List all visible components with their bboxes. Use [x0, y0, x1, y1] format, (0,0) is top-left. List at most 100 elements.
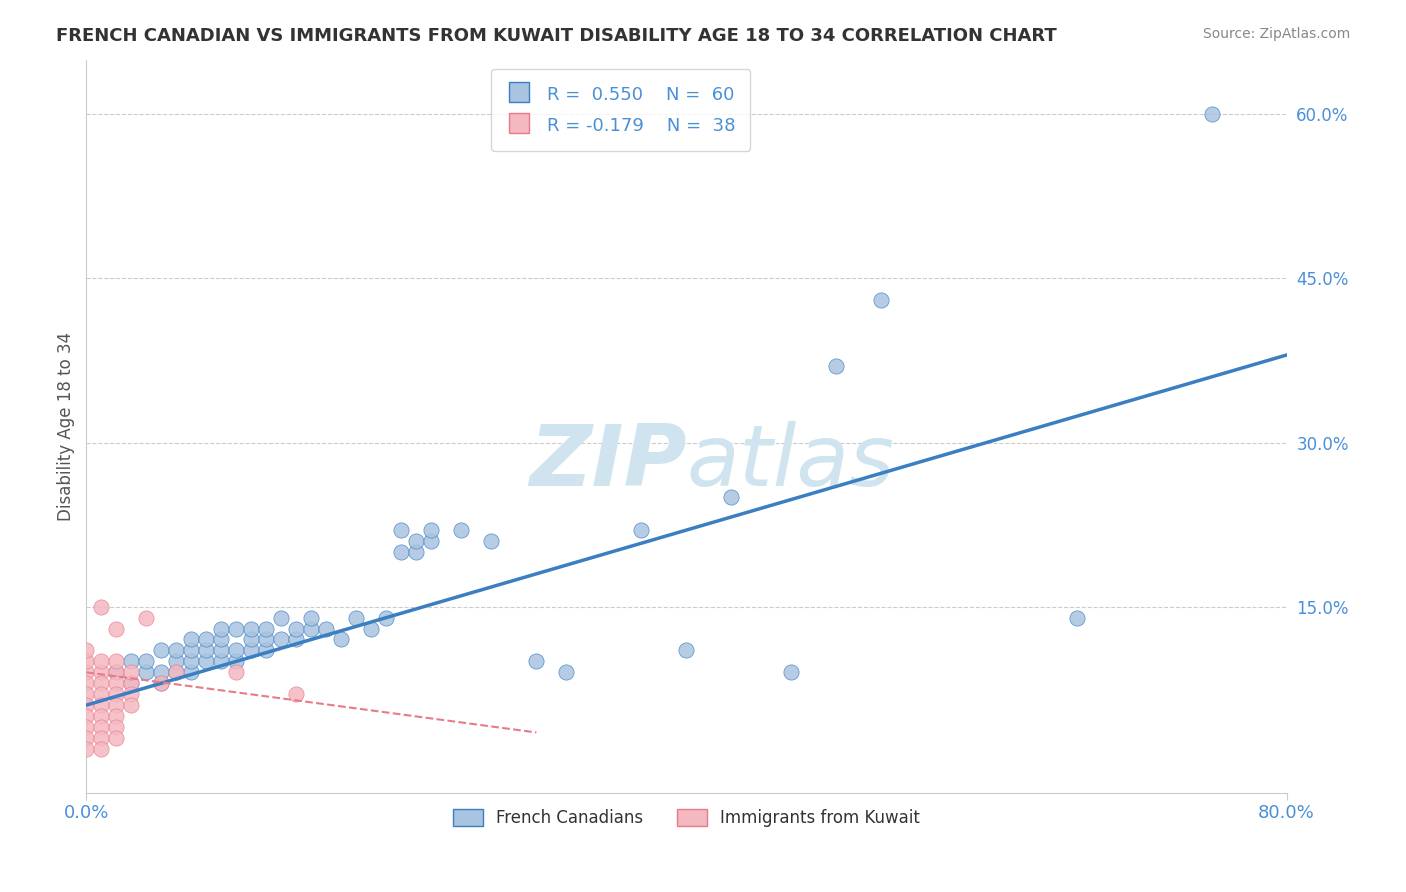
Point	[285, 632, 308, 647]
Point	[75, 687, 97, 701]
Point	[180, 632, 202, 647]
Point	[270, 610, 292, 624]
Point	[90, 687, 112, 701]
Point	[105, 698, 128, 712]
Point	[225, 643, 247, 657]
Point	[180, 665, 202, 680]
Point	[240, 632, 263, 647]
Point	[209, 643, 232, 657]
Point	[120, 676, 142, 690]
Text: FRENCH CANADIAN VS IMMIGRANTS FROM KUWAIT DISABILITY AGE 18 TO 34 CORRELATION CH: FRENCH CANADIAN VS IMMIGRANTS FROM KUWAI…	[56, 27, 1057, 45]
Point	[870, 293, 893, 308]
Point	[209, 654, 232, 668]
Point	[389, 545, 412, 559]
Point	[195, 654, 218, 668]
Point	[150, 676, 173, 690]
Point	[285, 622, 308, 636]
Point	[90, 698, 112, 712]
Point	[165, 643, 187, 657]
Point	[75, 676, 97, 690]
Point	[90, 709, 112, 723]
Point	[75, 698, 97, 712]
Point	[375, 610, 398, 624]
Point	[165, 665, 187, 680]
Point	[225, 654, 247, 668]
Point	[225, 665, 247, 680]
Point	[330, 632, 353, 647]
Point	[405, 545, 427, 559]
Point	[75, 709, 97, 723]
Point	[120, 654, 142, 668]
Point	[120, 687, 142, 701]
Point	[180, 654, 202, 668]
Point	[240, 643, 263, 657]
Point	[195, 632, 218, 647]
Point	[105, 687, 128, 701]
Point	[90, 676, 112, 690]
Point	[75, 654, 97, 668]
Text: ZIP: ZIP	[529, 421, 686, 504]
Point	[555, 665, 578, 680]
Point	[75, 742, 97, 756]
Point	[285, 687, 308, 701]
Point	[150, 665, 173, 680]
Point	[105, 654, 128, 668]
Point	[254, 632, 277, 647]
Point	[120, 698, 142, 712]
Point	[405, 534, 427, 549]
Point	[135, 654, 157, 668]
Point	[315, 622, 337, 636]
Point	[299, 622, 322, 636]
Point	[120, 676, 142, 690]
Point	[75, 731, 97, 745]
Point	[344, 610, 367, 624]
Point	[165, 665, 187, 680]
Point	[825, 359, 848, 373]
Point	[105, 665, 128, 680]
Point	[180, 643, 202, 657]
Point	[105, 622, 128, 636]
Point	[165, 654, 187, 668]
Point	[225, 622, 247, 636]
Point	[780, 665, 803, 680]
Point	[209, 632, 232, 647]
Point	[360, 622, 382, 636]
Point	[105, 676, 128, 690]
Point	[420, 534, 443, 549]
Point	[389, 523, 412, 537]
Text: Source: ZipAtlas.com: Source: ZipAtlas.com	[1202, 27, 1350, 41]
Point	[90, 742, 112, 756]
Point	[675, 643, 697, 657]
Point	[135, 610, 157, 624]
Point	[720, 490, 742, 504]
Point	[195, 643, 218, 657]
Point	[526, 654, 548, 668]
Point	[254, 622, 277, 636]
Point	[90, 665, 112, 680]
Point	[105, 720, 128, 734]
Point	[479, 534, 502, 549]
Point	[150, 676, 173, 690]
Point	[450, 523, 472, 537]
Point	[240, 622, 263, 636]
Text: atlas: atlas	[686, 421, 894, 504]
Point	[120, 665, 142, 680]
Point	[105, 665, 128, 680]
Point	[420, 523, 443, 537]
Legend: French Canadians, Immigrants from Kuwait: French Canadians, Immigrants from Kuwait	[444, 801, 928, 836]
Point	[150, 643, 173, 657]
Point	[135, 665, 157, 680]
Point	[105, 709, 128, 723]
Point	[90, 720, 112, 734]
Point	[90, 599, 112, 614]
Point	[254, 643, 277, 657]
Point	[299, 610, 322, 624]
Point	[105, 731, 128, 745]
Y-axis label: Disability Age 18 to 34: Disability Age 18 to 34	[58, 332, 75, 521]
Point	[630, 523, 652, 537]
Point	[1201, 107, 1223, 121]
Point	[1066, 610, 1088, 624]
Point	[75, 720, 97, 734]
Point	[209, 622, 232, 636]
Point	[75, 665, 97, 680]
